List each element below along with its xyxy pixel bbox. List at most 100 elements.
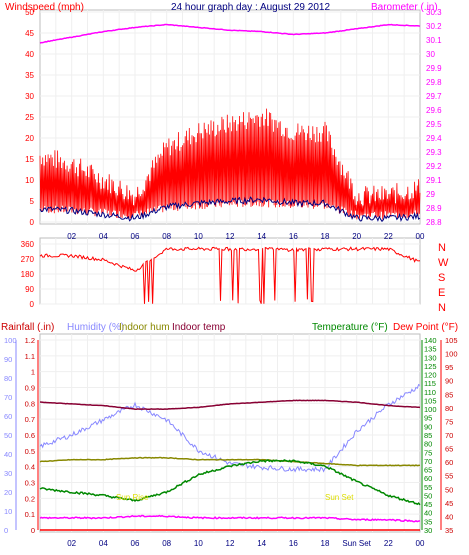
bottom-time-tick-label: 18 — [321, 539, 330, 548]
windspeed-tick-label: 5 — [30, 197, 35, 206]
temperature-tick-label: 50 — [424, 491, 432, 500]
time-tick-label: 18 — [321, 232, 330, 241]
humidity-tick-label: 30 — [4, 469, 12, 478]
temperature-tick-label: 35 — [424, 517, 432, 526]
rain-tick-label: 1 — [31, 368, 35, 377]
barometer-tick-label: 28.8 — [426, 218, 442, 227]
temperature-tick-label: 60 — [424, 474, 432, 483]
rain-tick-label: 0.3 — [25, 479, 35, 488]
dewpoint-tick-label: 40 — [445, 512, 453, 521]
temperature-tick-label: 100 — [424, 405, 437, 414]
windspeed-tick-label: 15 — [25, 155, 34, 164]
direction-tick-label: 180 — [21, 270, 35, 279]
direction-tick-label: 270 — [21, 255, 35, 264]
barometer-tick-label: 29.6 — [426, 106, 442, 115]
rain-tick-label: 0.9 — [25, 384, 35, 393]
bottom-time-tick-label: 02 — [67, 539, 76, 548]
bottom-time-tick-label: Sun Set — [342, 539, 371, 548]
temperature-tick-label: 110 — [424, 388, 436, 397]
humidity-tick-label: 50 — [4, 431, 12, 440]
temperature-tick-label: 125 — [424, 362, 437, 371]
dewpoint-line — [39, 514, 421, 523]
rain-tick-label: 0.2 — [25, 494, 35, 503]
time-tick-label: 14 — [257, 232, 266, 241]
time-tick-label: 20 — [352, 232, 361, 241]
windspeed-axis-title: Windspeed (mph) — [5, 2, 84, 13]
temperature-tick-label: 135 — [424, 345, 437, 354]
humidity-tick-label: 80 — [4, 374, 12, 383]
temperature-tick-label: 130 — [424, 353, 437, 362]
temperature-tick-label: 105 — [424, 396, 437, 405]
time-tick-label: 12 — [226, 232, 235, 241]
dewpoint-tick-label: 60 — [445, 458, 453, 467]
temperature-tick-label: 55 — [424, 483, 432, 492]
direction-letter: N — [438, 242, 446, 254]
rain-tick-label: 0 — [31, 526, 35, 535]
bottom-time-tick-label: 14 — [257, 539, 266, 548]
wind-gust-line — [39, 108, 421, 220]
windspeed-tick-label: 0 — [30, 218, 35, 227]
wind-direction-line — [39, 246, 421, 304]
dewpoint-axis-title: Dew Point (°F) — [393, 322, 458, 333]
rain-tick-label: 0.6 — [25, 431, 35, 440]
sun-set-label: Sun Set — [325, 493, 354, 502]
bottom-time-tick-label: 12 — [226, 539, 235, 548]
rain-tick-label: 0.1 — [25, 510, 35, 519]
barometer-axis-title: Barometer (.in) — [371, 2, 438, 13]
barometer-tick-label: 29.3 — [426, 148, 442, 157]
direction-letter: E — [438, 287, 445, 299]
dewpoint-tick-label: 55 — [445, 472, 453, 481]
humidity-tick-label: 40 — [4, 450, 12, 459]
direction-tick-label: 90 — [25, 285, 34, 294]
chart-title: 24 hour graph day : August 29 2012 — [171, 2, 330, 13]
barometer-tick-label: 30 — [426, 50, 435, 59]
barometer-tick-label: 28.9 — [426, 204, 442, 213]
temperature-tick-label: 80 — [424, 440, 432, 449]
dewpoint-tick-label: 50 — [445, 485, 453, 494]
temperature-tick-label: 65 — [424, 466, 432, 475]
temperature-tick-label: 140 — [424, 336, 437, 345]
barometer-tick-label: 30.2 — [426, 22, 442, 31]
dewpoint-tick-label: 45 — [445, 499, 453, 508]
rainfall-axis-title: Rainfall (.in) — [1, 322, 54, 333]
barometer-tick-label: 29 — [426, 190, 435, 199]
indoor-humidity-line — [39, 456, 420, 467]
time-tick-label: 04 — [99, 232, 108, 241]
time-tick-label: 10 — [194, 232, 203, 241]
wind-average-line — [39, 196, 421, 223]
time-tick-label: 16 — [289, 232, 298, 241]
rain-tick-label: 0.8 — [25, 399, 35, 408]
temperature-tick-label: 120 — [424, 371, 437, 380]
barometer-tick-label: 29.7 — [426, 92, 442, 101]
dewpoint-tick-label: 90 — [445, 377, 453, 386]
dewpoint-tick-label: 35 — [445, 526, 453, 535]
bottom-time-tick-label: 22 — [384, 539, 393, 548]
temperature-tick-label: 45 — [424, 500, 432, 509]
rain-tick-label: 0.5 — [25, 447, 35, 456]
series-lines — [39, 23, 421, 531]
windspeed-tick-label: 45 — [25, 29, 34, 38]
windspeed-tick-label: 50 — [25, 8, 34, 17]
barometer-tick-label: 29.5 — [426, 120, 442, 129]
dewpoint-tick-label: 75 — [445, 417, 453, 426]
dewpoint-tick-label: 105 — [445, 336, 458, 345]
humidity-tick-label: 70 — [4, 393, 12, 402]
temperature-tick-label: 30 — [424, 526, 432, 535]
barometer-tick-label: 30.1 — [426, 36, 442, 45]
humidity-axis-title: Humidity (%) — [67, 322, 124, 333]
temperature-tick-label: 40 — [424, 509, 432, 518]
time-tick-label: 02 — [67, 232, 76, 241]
sun-rise-label: Sun Rise — [116, 493, 149, 502]
dewpoint-tick-label: 65 — [445, 445, 453, 454]
temperature-tick-label: 75 — [424, 448, 432, 457]
direction-letter: S — [438, 272, 445, 284]
barometer-tick-label: 29.2 — [426, 162, 442, 171]
temperature-tick-label: 115 — [424, 379, 436, 388]
bottom-time-tick-label: 08 — [162, 539, 171, 548]
time-tick-label: 00 — [416, 232, 425, 241]
bottom-time-tick-label: 16 — [289, 539, 298, 548]
barometer-tick-label: 29.1 — [426, 176, 442, 185]
